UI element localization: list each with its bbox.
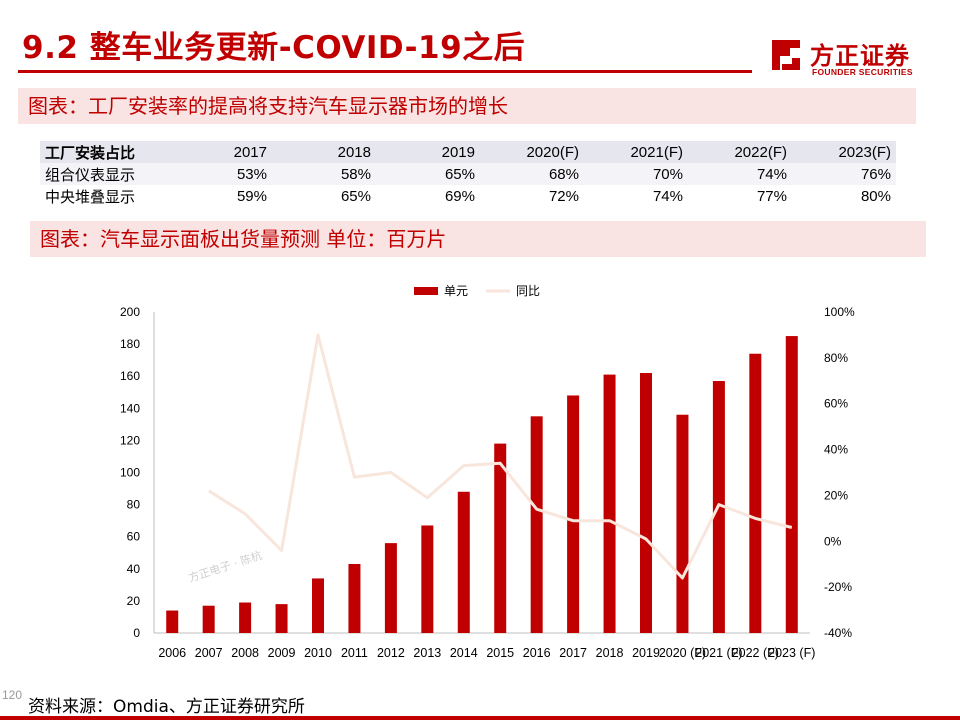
page-title: 9.2 整车业务更新-COVID-19之后 [22,30,526,66]
bar [312,578,324,633]
y-tick-label-left: 20 [127,594,141,608]
table-cell: 65% [376,163,480,185]
x-tick-label: 2023 (F) [768,646,815,660]
table-header-row: 工厂安装占比 2017 2018 2019 2020(F) 2021(F) 20… [40,141,896,163]
y-tick-label-right: 40% [824,443,848,457]
table-header-cell: 工厂安装占比 [40,141,168,163]
table-header-cell: 2017 [168,141,272,163]
x-tick-label: 2012 [377,646,405,660]
bar [457,491,470,633]
table-row: 中央堆叠显示 59% 65% 69% 72% 74% 77% 80% [40,185,896,207]
x-tick-label: 2016 [523,646,551,660]
x-tick-label: 2011 [341,646,368,660]
bar [166,610,179,633]
x-tick-label: 2013 [413,646,441,660]
table-cell: 59% [168,185,272,207]
bar [640,372,652,633]
y-tick-label-left: 100 [120,466,140,480]
x-tick-label: 2006 [158,646,186,660]
table-header-cell: 2021(F) [584,141,688,163]
founder-logo-icon [772,40,800,70]
x-tick-label: 2018 [596,646,624,660]
x-tick-label: 2008 [231,646,259,660]
source-note: 资料来源：Omdia、方正证券研究所 [28,697,305,717]
yoy-line [207,333,793,580]
bar [749,353,762,633]
legend-bar-swatch [414,287,438,295]
bar [202,605,215,633]
y-tick-label-left: 60 [127,530,141,544]
table-cell: 68% [480,163,584,185]
bar [494,443,507,633]
bar [676,414,689,633]
y-tick-label-right: -40% [824,626,852,640]
y-tick-label-left: 180 [120,337,140,351]
y-tick-label-right: -20% [824,580,852,594]
page-number: 120 [2,688,23,702]
x-tick-label: 2022 (F) [732,646,779,660]
table-cell: 74% [584,185,688,207]
table-cell: 53% [168,163,272,185]
y-tick-label-right: 20% [824,488,848,502]
table-cell: 69% [376,185,480,207]
y-tick-label-right: 100% [824,305,855,319]
x-tick-label: 2010 [304,646,332,660]
y-tick-label-left: 0 [133,626,140,640]
y-tick-label-right: 80% [824,351,848,365]
y-tick-label-left: 40 [127,562,141,576]
bar [567,395,580,633]
table-header-cell: 2022(F) [688,141,792,163]
table-cell: 中央堆叠显示 [40,185,168,207]
y-tick-label-left: 200 [120,305,140,319]
bar [239,602,252,633]
y-tick-label-right: 60% [824,397,848,411]
table-header-cell: 2023(F) [792,141,896,163]
chart-caption-banner: 图表：汽车显示面板出货量预测 单位：百万片 [30,221,926,257]
x-tick-label: 2020 (F) [659,646,706,660]
table-cell: 77% [688,185,792,207]
x-tick-label: 2015 [486,646,514,660]
table-cell: 80% [792,185,896,207]
bar [785,336,798,633]
table-header-cell: 2018 [272,141,376,163]
table-header-cell: 2019 [376,141,480,163]
table-cell: 组合仪表显示 [40,163,168,185]
legend-label: 单元 [444,284,468,298]
x-tick-label: 2009 [268,646,296,660]
legend-label: 同比 [516,284,540,298]
y-tick-label-left: 120 [120,433,140,447]
bottom-bar [0,716,960,720]
company-logo: 方正证券 FOUNDER SECURITIES [768,36,938,80]
table-cell: 76% [792,163,896,185]
logo-english-name: FOUNDER SECURITIES [812,67,913,77]
table-cell: 74% [688,163,792,185]
table-cell: 70% [584,163,688,185]
table-cell: 72% [480,185,584,207]
x-tick-label: 2021 (F) [695,646,742,660]
shipment-forecast-chart: 0 20 40 60 80 100 120 140 160 180 200 -40% -20% 0% 20%… [120,284,855,660]
logo-chinese-name: 方正证券 [810,42,910,70]
x-tick-label: 2007 [195,646,223,660]
table-cell: 65% [272,185,376,207]
y-tick-label-left: 80 [127,498,141,512]
table-row: 组合仪表显示 53% 58% 65% 68% 70% 74% 76% [40,163,896,185]
table-header-cell: 2020(F) [480,141,584,163]
bar [421,525,434,633]
x-tick-label: 2017 [559,646,587,660]
table-caption-banner: 图表：工厂安装率的提高将支持汽车显示器市场的增长 [18,88,916,124]
x-tick-label: 2014 [450,646,478,660]
title-rule [18,70,752,73]
y-tick-label-right: 0% [824,534,842,548]
bar [530,416,543,633]
x-tick-label: 2019 [632,646,660,660]
installation-rate-table: 工厂安装占比 2017 2018 2019 2020(F) 2021(F) 20… [40,141,896,207]
bar [603,374,616,633]
watermark: 方正电子 · 陈杭 [187,548,264,585]
y-tick-label-left: 160 [120,369,140,383]
bar [348,563,361,633]
y-tick-label-left: 140 [120,401,140,415]
bar [275,604,288,633]
bar [384,543,397,633]
table-cell: 58% [272,163,376,185]
